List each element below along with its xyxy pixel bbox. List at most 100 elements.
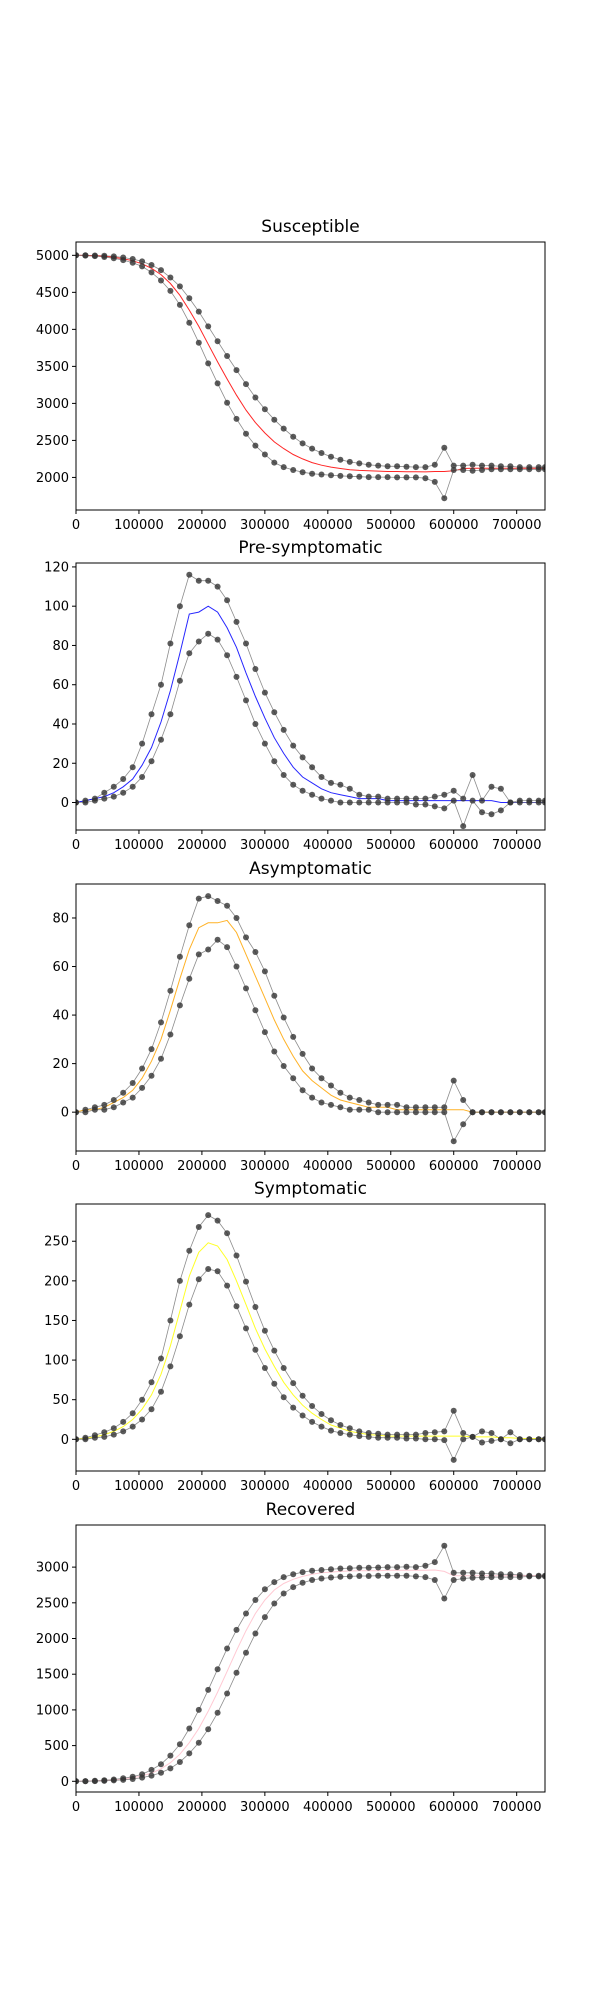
data-point-lower [488,466,495,473]
data-point-upper [176,283,183,290]
y-tick-label: 2000 [36,471,69,486]
data-point-upper [261,689,268,696]
x-tick-label: 0 [72,838,80,853]
data-point-upper [233,618,240,625]
data-point-lower [526,1109,533,1116]
x-tick-label: 600000 [429,838,479,853]
data-point-lower [497,1574,504,1581]
y-tick-label: 250 [44,1235,69,1250]
y-tick-label: 120 [44,560,69,575]
data-point-lower [148,1072,155,1079]
x-tick-label: 500000 [366,1479,416,1494]
data-point-lower [356,1106,363,1113]
data-point-upper [356,1097,363,1103]
data-point-upper [271,1347,278,1354]
data-point-lower [375,799,382,806]
data-point-upper [299,1392,306,1399]
data-point-lower [101,1106,108,1113]
data-point-lower [271,459,278,466]
data-point-lower [261,451,268,458]
data-point-upper [252,1597,259,1603]
data-point-lower [346,1573,353,1580]
data-point-upper [261,968,268,975]
x-tick-label: 0 [72,1159,80,1174]
data-point-lower [422,1109,429,1116]
data-point-lower [375,1572,382,1579]
y-tick-label: 2500 [36,1596,69,1611]
data-point-upper [205,893,212,900]
data-point-lower [76,1109,79,1116]
data-point-lower [346,799,353,806]
x-tick-label: 100000 [114,1800,164,1815]
data-point-upper [290,742,297,749]
data-point-upper [186,922,193,929]
x-tick-label: 400000 [303,1800,353,1815]
data-point-upper [176,953,183,960]
data-point-lower [516,1574,523,1581]
data-point-upper [469,461,476,468]
data-point-upper [233,367,240,374]
plot-frame [75,241,546,511]
data-point-lower [328,797,334,804]
data-point-lower [375,474,382,481]
data-point-upper [243,1278,249,1285]
data-point-lower [356,1433,363,1440]
data-point-lower [365,474,372,481]
data-point-upper [195,308,202,315]
data-point-lower [318,1575,325,1582]
data-point-lower [412,1435,419,1442]
data-point-lower [280,1063,287,1069]
data-point-lower [224,652,231,659]
y-tick-label: 4000 [36,323,69,338]
y-tick-label: 20 [52,757,69,772]
data-point-lower [356,799,363,806]
data-point-lower [129,1776,136,1782]
data-point-lower [91,1106,98,1113]
data-point-upper [412,1104,419,1111]
data-point-upper [148,1766,155,1773]
data-point-upper [309,1567,316,1574]
data-point-upper [318,1567,325,1573]
data-point-upper [195,1706,202,1713]
data-point-lower [346,1431,353,1438]
data-point-upper [158,1355,164,1362]
data-point-lower [120,789,127,796]
data-point-lower [110,1104,117,1111]
y-tick-label: 40 [52,717,69,732]
data-point-lower [158,277,164,284]
data-point-lower [76,1778,79,1785]
data-point-upper [356,1564,363,1571]
x-tick-label: 200000 [177,1159,227,1174]
data-point-lower [290,1075,297,1082]
data-point-lower [497,1109,504,1116]
data-point-upper [243,381,249,388]
x-tick-label: 0 [72,1800,80,1815]
data-point-upper [299,754,306,761]
data-point-upper [403,1104,410,1111]
data-point-upper [460,462,467,469]
data-point-upper [431,793,438,800]
data-point-lower [205,1726,212,1733]
data-point-lower [309,1094,316,1101]
data-point-lower [167,1031,174,1038]
data-point-lower [280,1394,287,1401]
data-point-upper [412,795,419,802]
data-point-upper [488,1430,495,1436]
data-point-upper [158,1019,164,1026]
data-point-upper [309,1403,316,1409]
data-point-lower [516,1436,523,1443]
y-tick-label: 40 [52,1009,69,1024]
data-point-lower [82,1778,89,1785]
data-point-lower [91,253,98,260]
data-point-upper [328,779,334,786]
data-point-upper [205,577,212,584]
data-point-upper [167,987,174,994]
data-point-lower [158,1388,164,1395]
data-point-lower [450,1456,457,1463]
data-point-lower [76,799,79,806]
data-point-lower [422,475,429,482]
data-point-lower [460,1436,467,1443]
data-point-lower [195,1276,202,1283]
data-point-upper [384,1564,391,1571]
data-point-upper [337,1089,344,1096]
